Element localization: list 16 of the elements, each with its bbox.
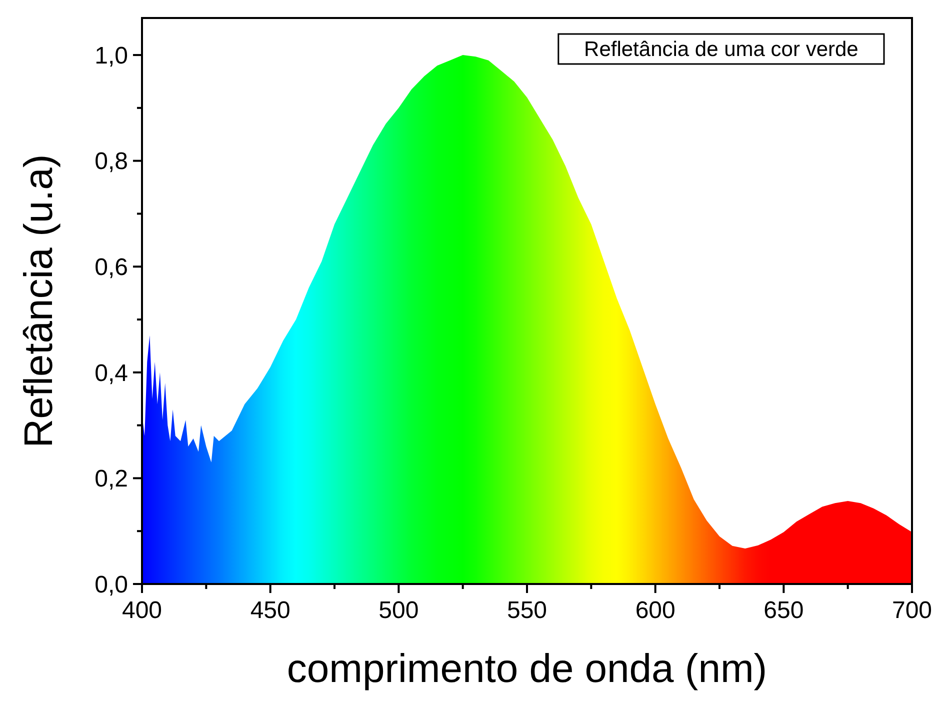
x-tick-label: 400: [122, 597, 162, 624]
x-tick-label: 550: [506, 597, 548, 624]
y-tick-label: 0,2: [94, 466, 128, 493]
x-tick-label: 600: [635, 597, 676, 624]
y-axis-title: Refletância (u.a): [17, 154, 61, 448]
y-tick-label: 0,0: [94, 571, 128, 598]
y-tick-label: 0,6: [94, 254, 128, 282]
annotation: Refletância de uma cor verde: [584, 38, 858, 61]
x-axis-title: comprimento de onda (nm): [286, 647, 768, 691]
y-tick-label: 0,8: [94, 148, 128, 176]
x-tick-label: 700: [892, 597, 932, 624]
y-tick-label: 1,0: [94, 42, 128, 70]
y-tick-label: 0,4: [94, 360, 128, 387]
x-tick-label: 450: [250, 597, 290, 624]
x-tick-label: 500: [378, 597, 419, 624]
x-tick-label: 650: [764, 597, 804, 624]
